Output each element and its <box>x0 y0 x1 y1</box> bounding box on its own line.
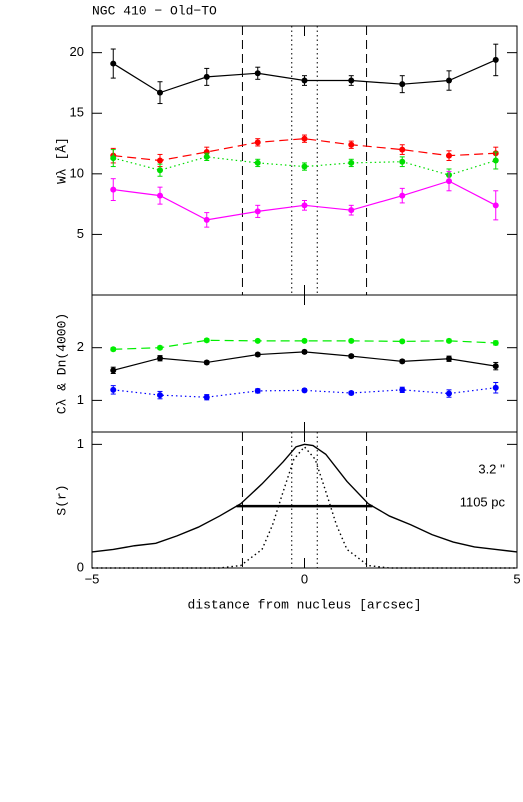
panel-frame <box>91 431 518 569</box>
data-point <box>110 60 117 67</box>
data-point <box>446 152 452 159</box>
data-point <box>254 337 261 344</box>
data-point <box>157 192 163 199</box>
data-point <box>399 338 406 345</box>
data-point <box>446 355 452 362</box>
data-point <box>492 202 499 209</box>
data-point <box>110 186 117 193</box>
y-tick-label: 10 <box>70 165 84 180</box>
data-point <box>492 339 499 346</box>
data-point <box>492 384 499 391</box>
data-point <box>110 155 117 162</box>
data-point <box>301 77 308 84</box>
data-point <box>254 159 261 166</box>
y-tick-label: 2 <box>77 339 84 354</box>
data-point <box>203 394 210 401</box>
data-point <box>254 70 261 77</box>
data-point <box>399 192 406 199</box>
data-point <box>348 390 355 397</box>
annotation: 1105 pc <box>460 494 506 509</box>
data-point <box>157 157 163 164</box>
y-tick-label: 0 <box>77 559 84 574</box>
data-point <box>492 363 499 370</box>
data-point <box>301 163 308 170</box>
y-axis-label: Cλ & Dn(4000) <box>54 313 69 414</box>
y-tick-label: 5 <box>77 226 84 241</box>
x-tick-label: 5 <box>513 571 520 586</box>
y-axis-label: Wλ [Å] <box>54 137 69 184</box>
data-point <box>301 337 308 344</box>
data-point <box>348 141 355 148</box>
data-point <box>399 146 406 153</box>
y-axis-label: S(r) <box>54 484 69 515</box>
data-point <box>254 208 261 215</box>
data-point <box>157 344 163 351</box>
data-point <box>399 386 406 393</box>
y-tick-label: 1 <box>77 436 84 451</box>
data-point <box>203 337 210 344</box>
data-point <box>203 359 210 366</box>
y-tick-label: 20 <box>70 44 84 59</box>
series-line <box>92 445 517 569</box>
panel-frame <box>91 294 518 433</box>
data-point <box>203 153 210 160</box>
data-point <box>157 167 163 174</box>
data-point <box>399 81 406 88</box>
series-line <box>113 138 496 162</box>
data-point <box>301 348 308 355</box>
x-axis-label: distance from nucleus [arcsec] <box>187 597 421 612</box>
data-point <box>301 135 308 142</box>
data-point <box>348 77 355 84</box>
data-point <box>348 159 355 166</box>
series-line <box>91 443 518 553</box>
data-point <box>301 202 308 209</box>
data-point <box>157 392 163 399</box>
y-tick-label: 1 <box>77 392 84 407</box>
data-point <box>446 337 452 344</box>
data-point <box>203 73 210 80</box>
annotation: 3.2 '' <box>478 461 505 476</box>
data-point <box>446 178 452 185</box>
data-point <box>254 139 261 146</box>
data-point <box>254 351 261 358</box>
series-line <box>113 339 496 350</box>
data-point <box>203 216 210 223</box>
data-point <box>446 77 452 84</box>
data-point <box>492 56 499 63</box>
data-point <box>157 89 163 96</box>
data-point <box>399 358 406 365</box>
y-tick-label: 15 <box>70 105 84 120</box>
data-point <box>348 207 355 214</box>
data-point <box>110 367 117 374</box>
x-tick-label: −5 <box>85 571 100 586</box>
series-line <box>113 156 496 176</box>
data-point <box>446 390 452 397</box>
data-point <box>301 387 308 394</box>
data-point <box>254 387 261 394</box>
x-tick-label: 0 <box>301 571 308 586</box>
chart-title: NGC 410 − Old−TO <box>92 3 217 18</box>
data-point <box>348 353 355 360</box>
data-point <box>110 346 117 353</box>
data-point <box>157 355 163 362</box>
data-point <box>399 158 406 165</box>
data-point <box>348 337 355 344</box>
data-point <box>110 386 117 393</box>
data-point <box>492 157 499 164</box>
